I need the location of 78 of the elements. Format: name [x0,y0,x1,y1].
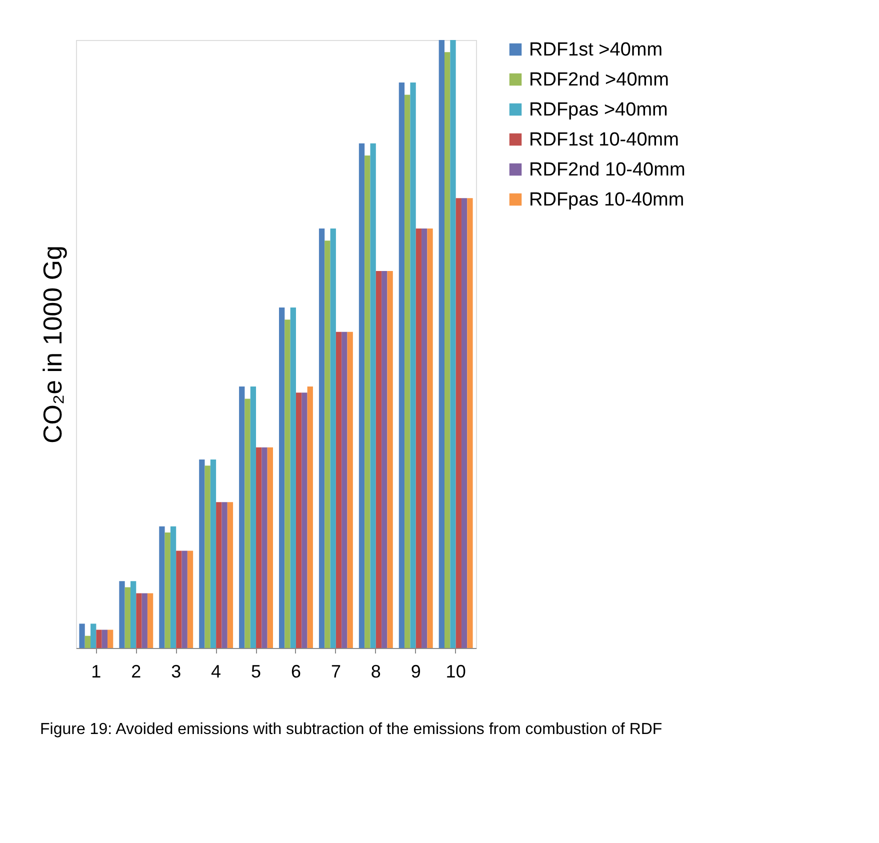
bar [422,228,428,648]
bar [187,550,194,648]
bar [364,156,370,648]
caption: Figure 19: Avoided emissions with subtraction of the emissions from combustion of RDF [40,721,662,738]
legend-label: RDF2nd >40mm [529,70,669,90]
bar [250,386,256,648]
bar [278,308,285,648]
bar [108,630,114,648]
bar [427,228,433,648]
bar [222,502,228,648]
bar [90,624,96,648]
bar [438,40,444,648]
bar [398,82,405,648]
bar [336,332,342,648]
bar [347,332,353,648]
x-tick-label: 4 [211,662,222,682]
bar [358,143,365,648]
bar [450,40,456,648]
bar [267,447,274,648]
legend-label: RDF2nd 10-40mm [529,160,686,180]
bar [404,94,410,648]
bar [119,581,125,648]
x-tick-label: 1 [91,662,102,682]
legend-label: RDF1st 10-40mm [529,130,679,150]
bar [307,386,313,648]
x-tick-label: 8 [370,662,381,682]
bar [382,271,388,648]
bar [204,466,210,648]
bar [170,526,176,648]
bar [199,460,205,648]
bar [456,198,462,648]
bar [124,587,130,648]
bar [376,271,382,648]
bar [410,82,416,648]
bar [262,447,268,648]
bar [330,228,336,648]
bar [136,593,142,648]
x-tick-label: 6 [290,662,301,682]
legend-label: RDFpas 10-40mm [529,190,684,210]
x-tick-label: 10 [446,662,466,682]
bar [182,550,188,648]
legend-label: RDF1st >40mm [529,40,663,60]
bar [467,198,473,648]
bar [290,308,296,648]
bar [302,392,308,648]
bar [342,332,348,648]
bar [296,392,302,648]
bar [79,624,85,648]
bar [102,630,108,648]
x-tick-label: 9 [410,662,421,682]
bar [318,228,325,648]
bar [159,526,165,648]
bar [444,52,450,648]
bar [461,198,468,648]
bar [256,447,262,648]
bar [387,271,393,648]
x-tick-label: 2 [131,662,142,682]
bar [244,398,250,648]
bar [227,502,234,648]
bar [216,502,222,648]
bar [239,386,245,648]
x-tick-label: 3 [171,662,182,682]
bar [284,320,290,648]
bar [96,630,102,648]
bar [370,143,376,648]
legend-label: RDFpas >40mm [529,100,668,120]
x-tick-label: 7 [330,662,341,682]
bar [147,593,154,648]
bar [210,460,216,648]
y-axis-title: CO₂e in 1000 Gg [38,246,68,444]
bar [130,581,136,648]
x-tick-label: 5 [251,662,262,682]
bar [324,240,330,648]
bar [164,532,170,648]
bar [142,593,148,648]
bar [84,636,91,648]
bar [416,228,422,648]
bar [176,550,182,648]
